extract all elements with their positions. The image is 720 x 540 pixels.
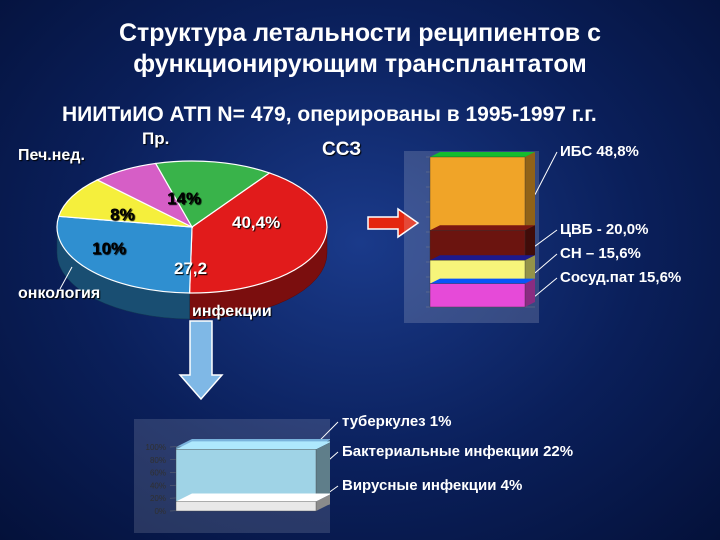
pie-category-label: инфекции bbox=[192, 303, 272, 321]
svg-text:80%: 80% bbox=[150, 455, 166, 464]
pie-slice-value: 14% bbox=[167, 189, 201, 209]
pie-slice-value: 8% bbox=[110, 205, 135, 225]
bottom-legend-item: Бактериальные инфекции 22% bbox=[342, 443, 573, 460]
bottom-legend-item: Вирусные инфекции 4% bbox=[342, 477, 522, 494]
pie-category-label: Пр. bbox=[142, 129, 169, 149]
svg-text:100%: 100% bbox=[146, 443, 166, 452]
svg-text:20%: 20% bbox=[150, 494, 166, 503]
pie-category-label: Печ.нед. bbox=[18, 147, 85, 165]
right-legend-item: ЦВБ - 20,0% bbox=[560, 221, 648, 238]
pie-slice-value: 27,2 bbox=[174, 259, 207, 279]
right-legend-item: СН – 15,6% bbox=[560, 245, 641, 262]
pie-slice-value: 10% bbox=[92, 239, 126, 259]
chart-stage: 100% 80% 60% 40% 20% 0% 40,4% 27,2 10% 8% 14% ССЗ П… bbox=[0, 127, 720, 540]
bottom-stacked-bar: 100% 80% 60% 40% 20% 0% bbox=[130, 417, 330, 537]
title-line-1: Структура летальности реципиентов с bbox=[119, 19, 601, 47]
svg-text:40%: 40% bbox=[150, 481, 166, 490]
right-legend-item: Сосуд.пат 15,6% bbox=[560, 269, 681, 286]
bottom-legend-item: туберкулез 1% bbox=[342, 413, 451, 430]
subtitle: НИИТиИО АТП N= 479, оперированы в 1995-1… bbox=[62, 103, 720, 127]
title-line-2: функционирующим трансплантатом bbox=[133, 50, 587, 78]
pie-category-label: онкология bbox=[18, 285, 100, 303]
pie-category-label: ССЗ bbox=[322, 139, 361, 161]
right-legend-item: ИБС 48,8% bbox=[560, 143, 639, 160]
svg-text:0%: 0% bbox=[154, 507, 166, 516]
svg-text:60%: 60% bbox=[150, 468, 166, 477]
right-stacked-bar bbox=[400, 149, 540, 339]
pie-slice-value: 40,4% bbox=[232, 213, 280, 233]
